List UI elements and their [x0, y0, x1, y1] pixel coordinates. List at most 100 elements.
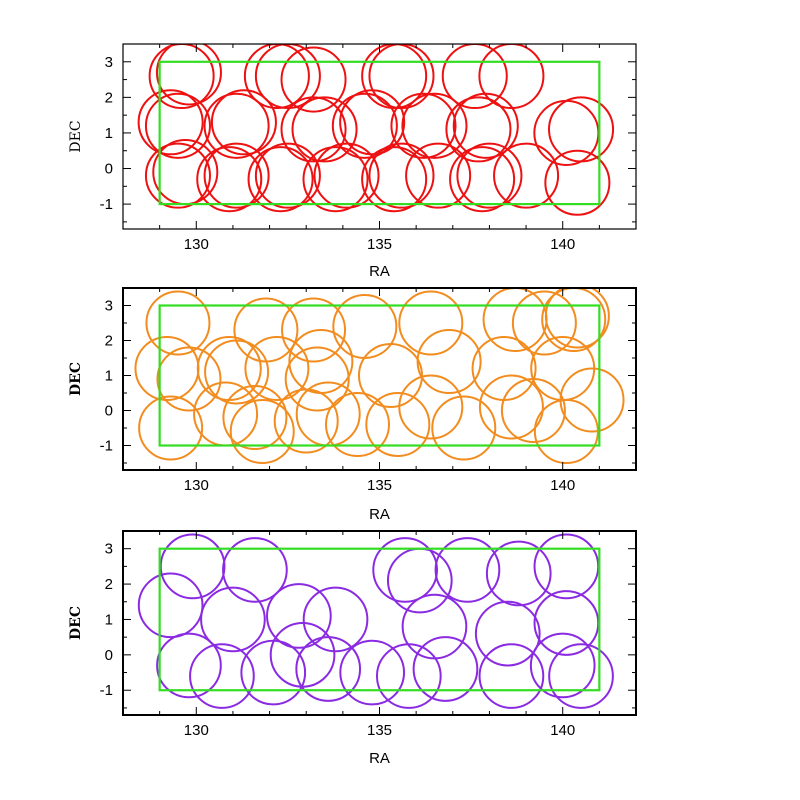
- field-circle: [386, 547, 453, 614]
- field-circle: [529, 632, 596, 699]
- field-circle: [449, 146, 516, 213]
- field-circle: [398, 290, 464, 356]
- field-circle: [471, 336, 537, 401]
- y-tick-label: 3: [105, 298, 113, 315]
- field-circle: [144, 92, 211, 159]
- field-circle: [500, 378, 566, 443]
- field-circle: [233, 297, 299, 363]
- x-tick-label: 130: [184, 477, 209, 494]
- field-circle: [155, 44, 222, 106]
- x-tick-label: 130: [184, 236, 209, 253]
- y-tick-label: 0: [105, 403, 113, 420]
- field-circle: [325, 392, 391, 457]
- field-circle: [390, 92, 457, 159]
- field-circle: [134, 336, 200, 401]
- x-axis-label: RA: [369, 506, 390, 523]
- field-circle: [474, 600, 541, 667]
- field-circle: [269, 622, 336, 688]
- field-circle: [196, 146, 263, 213]
- field-circle: [485, 540, 552, 607]
- field-circle: [203, 92, 270, 159]
- field-circle: [559, 367, 625, 433]
- field-circle: [137, 89, 204, 156]
- field-circle: [511, 290, 577, 356]
- field-circle: [295, 636, 362, 702]
- field-circle: [339, 639, 406, 706]
- field-circle: [302, 146, 369, 213]
- field-circle: [302, 586, 369, 653]
- y-tick-label: 1: [105, 125, 113, 142]
- field-circle: [159, 533, 226, 600]
- field-circle: [313, 142, 380, 209]
- y-tick-label: 1: [105, 368, 113, 385]
- y-tick-label: 2: [105, 576, 113, 593]
- x-tick-label: 135: [367, 722, 392, 739]
- field-circle: [137, 572, 204, 639]
- field-circle: [398, 374, 464, 440]
- field-circle: [203, 142, 270, 209]
- y-axis-label: DEC: [68, 362, 84, 396]
- field-circle: [478, 374, 544, 440]
- x-tick-label: 140: [550, 236, 575, 253]
- y-axis-label: DEC: [68, 120, 84, 152]
- field-circle: [405, 142, 472, 209]
- field-circle: [280, 46, 347, 113]
- field-circle: [372, 537, 438, 603]
- field-circle: [482, 288, 548, 352]
- y-tick-label: 3: [105, 54, 113, 71]
- field-circle: [200, 586, 266, 653]
- survey-boundary: [158, 547, 601, 692]
- x-tick-label: 130: [184, 722, 209, 739]
- field-circle: [368, 44, 435, 110]
- field-circle: [401, 92, 468, 159]
- field-circle: [478, 643, 545, 709]
- field-circle: [533, 590, 600, 656]
- field-circle: [368, 142, 435, 209]
- field-circle: [339, 89, 406, 156]
- survey-boundary: [158, 60, 601, 206]
- field-circle: [138, 395, 204, 461]
- field-circle: [273, 388, 339, 454]
- y-tick-label: 1: [105, 611, 113, 628]
- field-circle: [145, 290, 211, 356]
- x-tick-label: 140: [550, 477, 575, 494]
- circle-marks: [137, 44, 615, 216]
- field-circle: [189, 643, 255, 709]
- field-circle: [452, 92, 519, 159]
- y-tick-label: -1: [100, 438, 113, 455]
- y-tick-label: 3: [105, 541, 113, 558]
- field-circle: [365, 392, 431, 457]
- x-tick-label: 135: [367, 477, 392, 494]
- field-circle: [156, 632, 222, 699]
- field-circle: [222, 537, 288, 603]
- y-tick-label: 0: [105, 161, 113, 178]
- field-circle: [412, 636, 479, 702]
- field-circle: [548, 96, 615, 163]
- field-circle: [361, 146, 428, 213]
- field-circle: [544, 149, 611, 216]
- field-circle: [156, 346, 222, 412]
- x-tick-label: 135: [367, 236, 392, 253]
- field-circle: [280, 96, 347, 163]
- field-circle: [284, 346, 350, 412]
- field-circle: [281, 297, 347, 363]
- field-circle: [445, 96, 512, 163]
- field-circle: [193, 381, 259, 447]
- field-circle: [222, 385, 288, 450]
- y-tick-label: -1: [100, 196, 113, 213]
- field-circle: [291, 96, 358, 163]
- field-circle: [240, 639, 307, 706]
- x-axis-label: RA: [369, 750, 390, 767]
- field-circle: [144, 142, 211, 209]
- field-circle: [375, 643, 442, 709]
- field-circle: [548, 643, 614, 709]
- x-tick-label: 140: [550, 722, 575, 739]
- field-circle: [533, 99, 600, 166]
- field-circle: [401, 593, 468, 660]
- field-circle: [196, 336, 262, 401]
- field-circle: [244, 336, 310, 401]
- field-circle: [434, 537, 501, 603]
- circle-marks: [137, 533, 614, 709]
- field-circle: [456, 142, 523, 209]
